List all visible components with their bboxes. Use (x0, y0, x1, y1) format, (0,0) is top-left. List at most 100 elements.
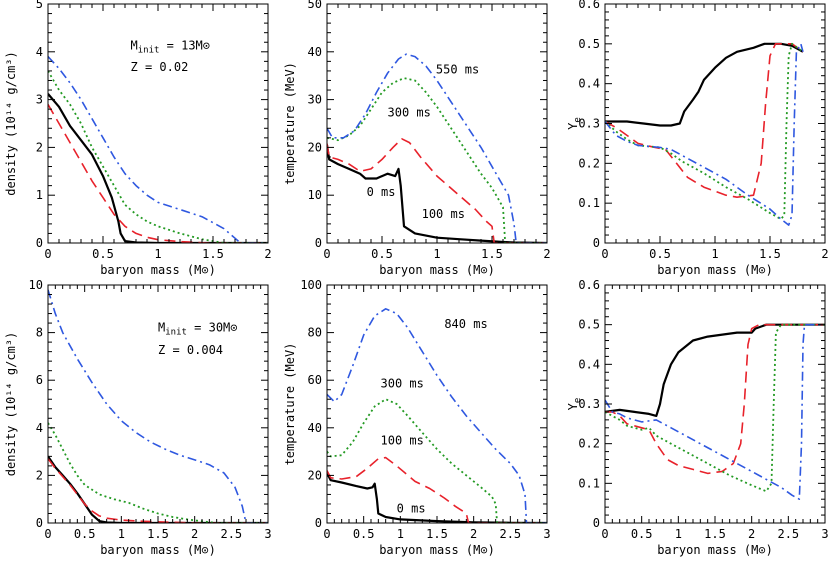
y-tick-label: 2 (36, 140, 43, 154)
x-tick-label: 2 (264, 247, 271, 261)
annotation: Z = 0.02 (131, 60, 189, 74)
y-axis-label: temperature (MeV) (283, 343, 297, 466)
y-axis-label: Ye (566, 398, 583, 411)
x-tick-label: 1.5 (759, 247, 781, 261)
y-tick-label: 4 (36, 421, 43, 435)
annotation: 840 ms (444, 317, 487, 331)
annotation: Z = 0.004 (158, 343, 223, 357)
panel-bottom-left: 0 0.5 1 1.5 2 2.5 3 0 2 4 6 8 10 baryon mass (M⊙) dens… (4, 278, 272, 557)
annotation: 100 ms (422, 207, 465, 221)
annotation: 0 ms (367, 185, 396, 199)
x-tick-label: 2.5 (499, 527, 521, 541)
x-tick-label: 1 (433, 247, 440, 261)
x-tick-label: 0.5 (353, 527, 375, 541)
x-tick-label: 1.5 (481, 247, 503, 261)
y-tick-label: 0.3 (578, 397, 600, 411)
x-tick-label: 0.5 (631, 527, 653, 541)
x-tick-label: 2 (821, 247, 828, 261)
y-tick-label: 0 (593, 236, 600, 250)
series-line-0-ms (605, 323, 825, 417)
annotation: Minit = 30M⊙ (158, 320, 238, 337)
y-tick-label: 80 (308, 326, 322, 340)
y-tick-label: 40 (308, 45, 322, 59)
x-tick-label: 2 (748, 527, 755, 541)
y-tick-label: 0.2 (578, 437, 600, 451)
x-tick-label: 1 (397, 527, 404, 541)
y-tick-label: 0.5 (578, 37, 600, 51)
series-line-300-ms (327, 398, 547, 523)
y-tick-label: 0 (36, 236, 43, 250)
x-tick-label: 0.5 (649, 247, 671, 261)
series-line-300-ms (327, 77, 547, 243)
x-tick-label: 0.5 (74, 527, 96, 541)
x-axis-label: baryon mass (M⊙) (100, 543, 216, 557)
series-line-100-ms (327, 138, 547, 243)
y-tick-label: 0.1 (578, 476, 600, 490)
y-tick-label: 5 (36, 0, 43, 11)
y-tick-label: 8 (36, 326, 43, 340)
series-line-300-ms (48, 422, 268, 523)
series-line-100-ms (48, 104, 268, 243)
annotation: 550 ms (436, 62, 479, 76)
x-tick-label: 1 (711, 247, 718, 261)
series-line-0-ms (327, 472, 547, 523)
y-tick-label: 0.5 (578, 318, 600, 332)
x-axis-label: baryon mass (M⊙) (657, 263, 773, 277)
panel-bottom-middle: 0 0.5 1 1.5 2 2.5 3 0 20 40 60 80 100 baryon mass (M⊙… (283, 278, 551, 557)
series-line-840-ms (327, 308, 547, 523)
y-tick-label: 0 (593, 516, 600, 530)
x-tick-label: 0 (44, 527, 51, 541)
y-tick-label: 1 (36, 188, 43, 202)
y-tick-label: 0.6 (578, 0, 600, 11)
series-line-0-ms (48, 93, 268, 243)
y-tick-label: 0.4 (578, 77, 600, 91)
x-tick-label: 3 (543, 527, 550, 541)
y-tick-label: 2 (36, 468, 43, 482)
series-line-550-ms (48, 56, 268, 243)
y-tick-label: 10 (29, 278, 43, 292)
series-line-550-ms (605, 43, 804, 226)
panel-top-right: 0 0.5 1 1.5 2 0 0.1 0.2 0.3 0.4 0.5 0.6 baryon mass … (566, 0, 829, 277)
axes-frame (604, 284, 826, 524)
y-tick-label: 3 (36, 93, 43, 107)
y-tick-label: 20 (308, 468, 322, 482)
series-line-550-ms (327, 53, 547, 243)
series-line-300-ms (605, 42, 804, 220)
series-line-100-ms (48, 458, 268, 523)
x-tick-label: 2 (543, 247, 550, 261)
series-line-100-ms (605, 43, 804, 198)
y-axis-label: temperature (MeV) (283, 62, 297, 185)
x-tick-label: 1 (118, 527, 125, 541)
y-tick-label: 50 (308, 0, 322, 11)
y-tick-label: 30 (308, 93, 322, 107)
y-tick-label: 20 (308, 140, 322, 154)
x-tick-label: 0 (323, 247, 330, 261)
x-tick-label: 1.5 (426, 527, 448, 541)
series-line-0-ms (605, 42, 804, 127)
x-tick-label: 3 (821, 527, 828, 541)
y-tick-label: 0.4 (578, 357, 600, 371)
y-tick-label: 10 (308, 188, 322, 202)
x-tick-label: 0.5 (371, 247, 393, 261)
axes-frame (47, 3, 269, 244)
y-tick-label: 0.2 (578, 156, 600, 170)
panel-bottom-right: 0 0.5 1 1.5 2 2.5 3 0 0.1 0.2 0.3 0.4 0.5 0.6 baryon m… (566, 278, 829, 557)
x-tick-label: 0 (323, 527, 330, 541)
series-line-0-ms (327, 144, 547, 243)
y-tick-label: 60 (308, 373, 322, 387)
series-line-100-ms (605, 323, 825, 475)
y-tick-label: 0.3 (578, 117, 600, 131)
x-tick-label: 0 (601, 247, 608, 261)
annotation: 0 ms (397, 501, 426, 515)
series-line-300-ms (48, 70, 268, 243)
annotation: 100 ms (381, 433, 424, 447)
y-tick-label: 6 (36, 373, 43, 387)
y-axis-label: density (10¹⁴ g/cm³) (4, 332, 18, 477)
series-line-100-ms (327, 456, 547, 523)
annotation: Minit = 13M⊙ (131, 38, 211, 55)
x-tick-label: 0 (601, 527, 608, 541)
x-tick-label: 1.5 (147, 527, 169, 541)
y-axis-label: Ye (566, 117, 583, 130)
series-line-840-ms (48, 289, 268, 523)
